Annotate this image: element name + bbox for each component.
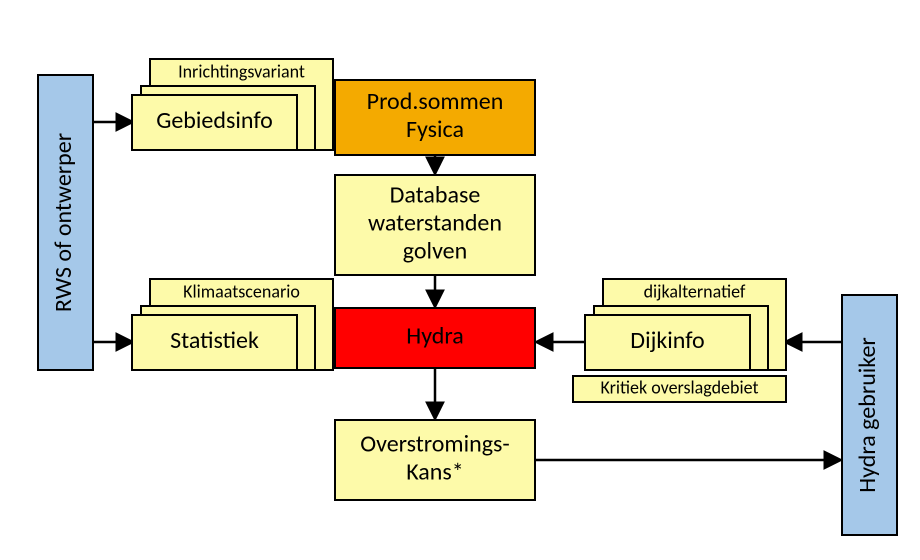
node-prod: Prod.sommenFysica [335,80,535,155]
node-over: Overstromings-Kans* [335,420,535,500]
node-dijk: dijkalternatief Kritiek overslagdebiet Dij… [573,279,786,402]
node-hydra_g: Hydra gebruiker [842,295,897,535]
node-gebieds-label: Gebiedsinfo [156,106,273,135]
node-stat: Klimaatscenario Statistiek [132,279,333,370]
node-hydra-label: Hydra [406,322,464,351]
node-db: Databasewaterstandengolven [335,175,535,275]
node-rws-label: RWS of ontwerper [49,133,78,312]
node-stat-tag: Klimaatscenario [183,280,300,302]
node-dijk-tag2: Kritiek overslagdebiet [601,376,759,398]
node-stat-label: Statistiek [170,326,259,355]
node-over-line1: Kans* [406,458,464,487]
node-db-line0: Database [390,181,481,210]
node-prod-line1: Fysica [406,115,464,144]
node-hydra: Hydra [335,308,535,368]
node-gebieds: Inrichtingsvariant Gebiedsinfo [132,59,333,150]
node-dijk-label: Dijkinfo [630,326,704,355]
node-dijk-tag: dijkalternatief [644,280,746,302]
node-prod-line0: Prod.sommen [367,87,504,116]
node-hydra_g-label: Hydra gebruiker [853,337,882,493]
node-db-line2: golven [403,237,467,266]
node-gebieds-tag: Inrichtingsvariant [178,60,305,82]
node-rws: RWS of ontwerper [38,75,93,370]
node-over-line0: Overstromings- [360,430,510,459]
node-db-line1: waterstanden [368,209,502,238]
